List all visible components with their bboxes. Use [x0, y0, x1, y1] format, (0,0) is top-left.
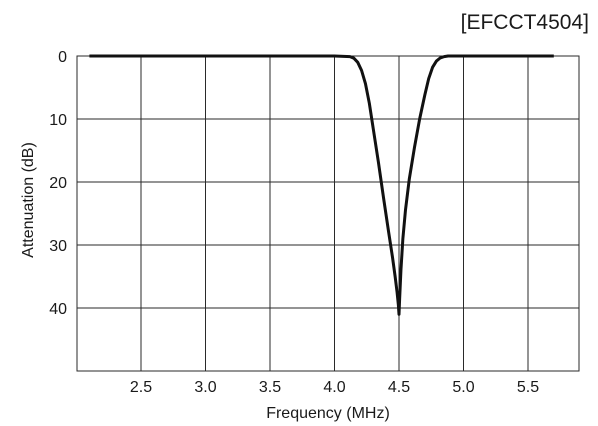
- y-tick-label: 40: [49, 301, 67, 318]
- attenuation-curve: [89, 54, 554, 316]
- x-tick-label: 2.5: [130, 379, 152, 396]
- x-tick-label: 4.5: [388, 379, 410, 396]
- plot-lines: [89, 54, 554, 316]
- y-axis-label: Attenuation (dB): [20, 142, 37, 258]
- x-axis-label: Frequency (MHz): [266, 405, 390, 422]
- plot-frame: [76, 55, 580, 372]
- x-tick-label: 3.0: [194, 379, 216, 396]
- y-tick-label: 0: [58, 49, 67, 66]
- tick-labels: 2.5 3.0 3.5 4.0 4.5 5.0 5.5 0 10 20 30 40: [49, 49, 539, 396]
- y-tick-label: 30: [49, 238, 67, 255]
- x-tick-label: 5.5: [517, 379, 539, 396]
- chart-title: [EFCCT4504]: [461, 11, 589, 34]
- y-tick-label: 10: [49, 112, 67, 129]
- x-tick-label: 5.0: [452, 379, 474, 396]
- x-tick-label: 4.0: [323, 379, 345, 396]
- y-tick-label: 20: [49, 175, 67, 192]
- plot-grid: [76, 55, 580, 372]
- x-tick-label: 3.5: [259, 379, 281, 396]
